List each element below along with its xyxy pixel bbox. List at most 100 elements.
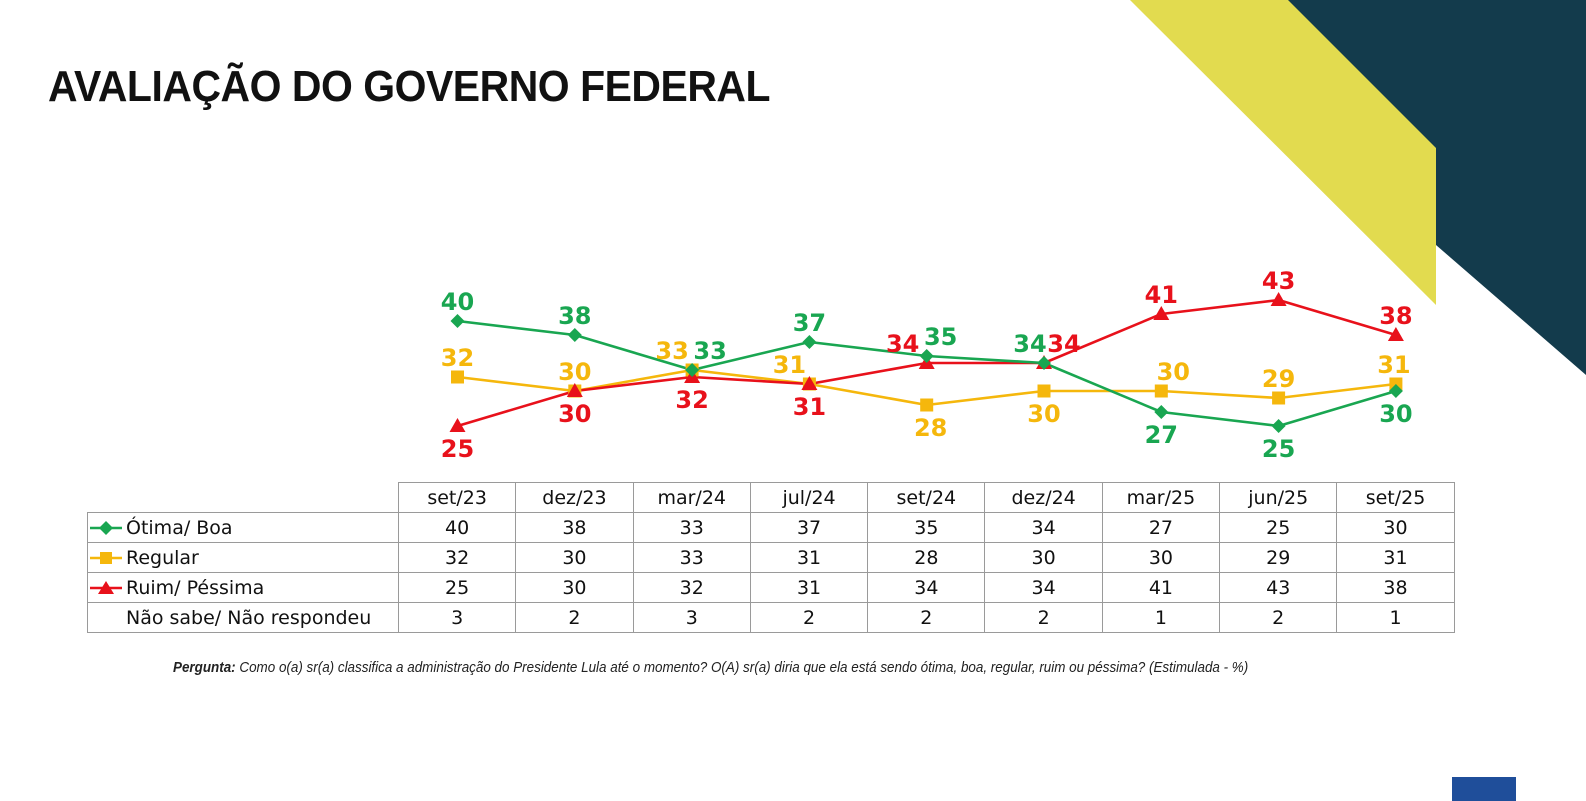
question-text: Como o(a) sr(a) classifica a administraç… xyxy=(239,659,1249,676)
table-cell: 31 xyxy=(1336,542,1455,573)
marker-square xyxy=(1154,384,1168,398)
table-row: Regular 32 30 33 31 28 30 30 29 31 xyxy=(87,542,1455,573)
marker-diamond xyxy=(1037,356,1051,370)
data-label: 34 xyxy=(1047,330,1080,358)
data-label: 41 xyxy=(1145,281,1178,309)
column-header: dez/24 xyxy=(984,482,1103,513)
question-label: Pergunta: xyxy=(173,659,236,676)
table-row: Ótima/ Boa 40 38 33 37 35 34 27 25 30 xyxy=(87,512,1455,543)
table-cell: 30 xyxy=(984,542,1103,573)
table-cell: 2 xyxy=(867,602,986,633)
column-header: jun/25 xyxy=(1219,482,1338,513)
row-name: Ótima/ Boa xyxy=(126,516,233,539)
marker-diamond xyxy=(802,335,817,349)
data-label: 25 xyxy=(1262,435,1295,463)
data-label: 25 xyxy=(441,435,474,463)
table-cell: 3 xyxy=(632,602,751,633)
data-label: 43 xyxy=(1262,267,1295,295)
marker-triangle xyxy=(801,376,818,390)
table-header-row: set/23 dez/23 mar/24 jul/24 set/24 dez/24 mar/… xyxy=(87,482,1455,513)
marker-square xyxy=(451,370,464,384)
page-title: AVALIAÇÃO DO GOVERNO FEDERAL xyxy=(48,62,771,111)
data-label: 33 xyxy=(693,337,726,365)
data-label: 28 xyxy=(914,414,947,442)
marker-diamond xyxy=(567,328,582,342)
marker-diamond xyxy=(450,314,465,328)
table-cell: 41 xyxy=(1101,572,1221,603)
data-label: 30 xyxy=(1379,400,1412,428)
table-cell: 1 xyxy=(1336,602,1455,633)
marker-square xyxy=(1037,384,1051,398)
row-name: Ruim/ Péssima xyxy=(126,576,265,599)
row-label: Regular xyxy=(87,542,399,573)
table-cell: 34 xyxy=(984,572,1103,603)
data-label: 34 xyxy=(1013,330,1046,358)
data-label: 30 xyxy=(558,358,591,386)
decor-yellow-band xyxy=(1130,0,1436,305)
column-header: set/24 xyxy=(867,482,986,513)
data-label: 38 xyxy=(558,302,591,330)
table-corner xyxy=(87,482,399,513)
column-header: mar/25 xyxy=(1101,482,1221,513)
marker-square xyxy=(920,398,934,412)
legend-key-triangle xyxy=(90,581,122,594)
question-footnote: Pergunta: Como o(a) sr(a) classifica a a… xyxy=(173,659,1248,676)
data-label: 31 xyxy=(793,393,826,421)
marker-triangle xyxy=(1153,306,1170,320)
table-cell: 28 xyxy=(867,542,986,573)
table-cell: 34 xyxy=(867,572,986,603)
row-label: Ruim/ Péssima xyxy=(87,572,399,603)
data-label: 37 xyxy=(793,309,826,337)
brand-logo xyxy=(1452,777,1516,801)
legend-marker xyxy=(98,581,114,594)
data-label: 27 xyxy=(1145,421,1178,449)
decor-navy-band xyxy=(1288,0,1586,375)
table-cell: 38 xyxy=(515,512,634,543)
column-header: set/23 xyxy=(397,482,517,513)
table-cell: 30 xyxy=(1336,512,1455,543)
marker-triangle xyxy=(1387,327,1404,341)
table-cell: 30 xyxy=(515,572,634,603)
marker-triangle xyxy=(1270,292,1287,306)
table-cell: 37 xyxy=(749,512,869,543)
marker-triangle xyxy=(449,418,466,432)
table-cell: 2 xyxy=(984,602,1103,633)
table-cell: 30 xyxy=(1101,542,1221,573)
table-cell: 43 xyxy=(1219,572,1338,603)
table-cell: 32 xyxy=(397,542,517,573)
row-name: Não sabe/ Não respondeu xyxy=(126,606,372,629)
data-label: 29 xyxy=(1262,365,1295,393)
data-label: 34 xyxy=(886,330,919,358)
table-cell: 2 xyxy=(1219,602,1338,633)
table-cell: 33 xyxy=(632,512,751,543)
table-cell: 31 xyxy=(749,542,869,573)
row-label: Ótima/ Boa xyxy=(87,512,399,543)
table-cell: 2 xyxy=(515,602,634,633)
table-cell: 3 xyxy=(397,602,517,633)
table-cell: 34 xyxy=(984,512,1103,543)
table-cell: 1 xyxy=(1101,602,1221,633)
table-cell: 25 xyxy=(1219,512,1338,543)
data-label: 40 xyxy=(441,288,474,316)
column-header: dez/23 xyxy=(515,482,634,513)
table-cell: 32 xyxy=(632,572,751,603)
legend-key-square xyxy=(90,552,122,564)
table-row: Ruim/ Péssima 25 30 32 31 34 34 41 43 38 xyxy=(87,572,1455,603)
data-label: 30 xyxy=(1027,400,1060,428)
table-cell: 35 xyxy=(867,512,986,543)
table-cell: 27 xyxy=(1101,512,1221,543)
table-cell: 33 xyxy=(632,542,751,573)
marker-diamond xyxy=(919,349,934,363)
data-label: 30 xyxy=(558,400,591,428)
table-cell: 38 xyxy=(1336,572,1455,603)
table-row: Não sabe/ Não respondeu 3 2 3 2 2 2 1 2 1 xyxy=(87,602,1455,633)
marker-triangle xyxy=(566,383,583,397)
legend-key-diamond xyxy=(90,521,122,535)
data-label: 32 xyxy=(441,344,474,372)
marker-diamond xyxy=(1271,419,1286,433)
data-table: set/23 dez/23 mar/24 jul/24 set/24 dez/24 mar/… xyxy=(87,482,1455,633)
legend-marker xyxy=(100,552,112,564)
data-label: 31 xyxy=(773,351,806,379)
